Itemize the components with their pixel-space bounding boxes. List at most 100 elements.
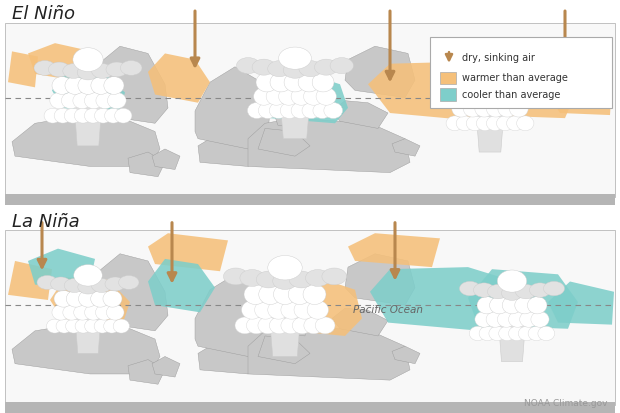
Text: cooler than average: cooler than average — [462, 90, 560, 100]
Ellipse shape — [63, 305, 81, 320]
Ellipse shape — [313, 102, 332, 119]
Ellipse shape — [84, 305, 102, 320]
Ellipse shape — [52, 305, 69, 320]
Ellipse shape — [268, 301, 289, 319]
Polygon shape — [198, 135, 258, 166]
Ellipse shape — [56, 319, 73, 333]
Polygon shape — [345, 46, 415, 97]
Polygon shape — [8, 261, 52, 300]
Ellipse shape — [502, 286, 523, 300]
Ellipse shape — [273, 284, 296, 304]
Text: dry, sinking air: dry, sinking air — [462, 52, 535, 62]
Ellipse shape — [324, 102, 343, 119]
Text: NOAA Climate.gov: NOAA Climate.gov — [525, 399, 608, 408]
Ellipse shape — [78, 280, 98, 294]
Ellipse shape — [529, 283, 551, 297]
Ellipse shape — [515, 297, 534, 314]
Ellipse shape — [255, 301, 276, 319]
Ellipse shape — [497, 116, 514, 131]
Polygon shape — [475, 95, 505, 152]
Ellipse shape — [498, 101, 516, 117]
Ellipse shape — [281, 301, 302, 319]
Ellipse shape — [73, 48, 103, 71]
FancyBboxPatch shape — [440, 88, 456, 101]
Ellipse shape — [115, 108, 132, 123]
Text: Pacific Ocean: Pacific Ocean — [353, 305, 423, 315]
Ellipse shape — [475, 311, 493, 327]
Polygon shape — [497, 306, 527, 362]
Ellipse shape — [268, 256, 302, 280]
Ellipse shape — [294, 301, 316, 319]
Ellipse shape — [75, 319, 91, 333]
Ellipse shape — [299, 61, 322, 77]
Ellipse shape — [456, 116, 474, 131]
Polygon shape — [370, 267, 512, 331]
Ellipse shape — [490, 297, 509, 314]
Ellipse shape — [84, 319, 101, 333]
Ellipse shape — [316, 88, 336, 105]
Text: warmer than average: warmer than average — [462, 73, 568, 83]
Polygon shape — [248, 118, 410, 173]
Ellipse shape — [120, 61, 142, 75]
Ellipse shape — [508, 311, 527, 327]
Polygon shape — [272, 300, 308, 336]
Ellipse shape — [498, 326, 515, 341]
Ellipse shape — [288, 284, 311, 304]
Ellipse shape — [479, 75, 501, 90]
Ellipse shape — [302, 102, 321, 119]
Ellipse shape — [235, 317, 255, 334]
Text: El Niño: El Niño — [12, 5, 75, 23]
Ellipse shape — [314, 59, 338, 75]
Ellipse shape — [54, 290, 73, 307]
Ellipse shape — [273, 273, 298, 290]
Polygon shape — [12, 115, 160, 166]
FancyBboxPatch shape — [430, 37, 612, 108]
Ellipse shape — [508, 72, 529, 86]
Ellipse shape — [105, 108, 122, 123]
Ellipse shape — [54, 108, 71, 123]
Ellipse shape — [544, 281, 564, 296]
Ellipse shape — [91, 76, 111, 94]
Ellipse shape — [65, 76, 85, 94]
Polygon shape — [152, 356, 180, 377]
Polygon shape — [392, 346, 420, 364]
Polygon shape — [5, 23, 615, 197]
Ellipse shape — [92, 64, 113, 78]
Polygon shape — [348, 233, 440, 267]
Polygon shape — [50, 278, 130, 326]
Ellipse shape — [84, 108, 102, 123]
Ellipse shape — [280, 102, 299, 119]
Ellipse shape — [518, 326, 535, 341]
Ellipse shape — [118, 275, 139, 290]
Ellipse shape — [502, 297, 522, 314]
Polygon shape — [272, 93, 308, 128]
Ellipse shape — [278, 47, 311, 69]
Ellipse shape — [506, 85, 526, 103]
Polygon shape — [128, 152, 165, 177]
Ellipse shape — [66, 290, 86, 307]
Ellipse shape — [281, 317, 301, 334]
Ellipse shape — [95, 305, 113, 320]
Polygon shape — [148, 259, 215, 312]
Polygon shape — [28, 43, 92, 82]
Polygon shape — [5, 194, 615, 206]
Ellipse shape — [446, 116, 463, 131]
Ellipse shape — [469, 326, 486, 341]
Ellipse shape — [316, 317, 335, 334]
Ellipse shape — [223, 268, 248, 285]
Polygon shape — [28, 249, 95, 292]
Ellipse shape — [259, 284, 281, 304]
Ellipse shape — [463, 101, 482, 117]
Ellipse shape — [538, 326, 555, 341]
Ellipse shape — [270, 73, 292, 92]
Ellipse shape — [104, 319, 120, 333]
Ellipse shape — [66, 319, 82, 333]
Ellipse shape — [306, 270, 330, 286]
Ellipse shape — [46, 319, 63, 333]
Ellipse shape — [459, 281, 481, 296]
Polygon shape — [548, 282, 614, 325]
Polygon shape — [88, 254, 168, 331]
Polygon shape — [12, 323, 160, 374]
Text: La Niña: La Niña — [12, 213, 79, 231]
Ellipse shape — [508, 326, 525, 341]
